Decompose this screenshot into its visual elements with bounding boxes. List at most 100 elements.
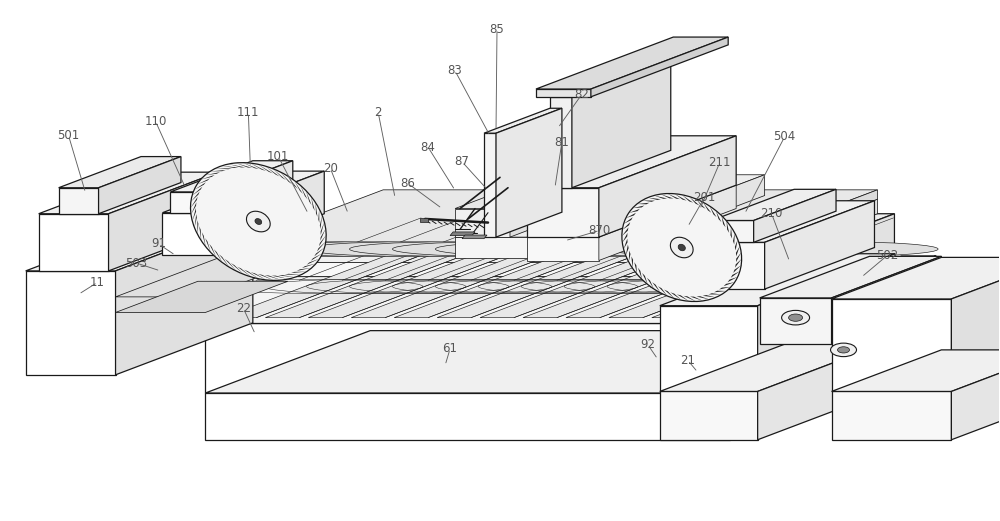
Ellipse shape — [693, 242, 895, 256]
Polygon shape — [272, 276, 288, 279]
Polygon shape — [760, 298, 832, 344]
Text: 502: 502 — [876, 249, 899, 262]
Text: 82: 82 — [574, 88, 589, 101]
Polygon shape — [712, 189, 836, 220]
Polygon shape — [194, 214, 197, 228]
Polygon shape — [455, 237, 600, 258]
Ellipse shape — [831, 343, 857, 357]
Polygon shape — [713, 190, 877, 262]
Polygon shape — [39, 214, 109, 271]
Polygon shape — [273, 169, 286, 180]
Polygon shape — [660, 340, 895, 391]
Polygon shape — [315, 203, 317, 217]
Polygon shape — [205, 323, 730, 393]
Ellipse shape — [670, 237, 693, 258]
Polygon shape — [696, 296, 710, 300]
Polygon shape — [162, 171, 324, 213]
Polygon shape — [202, 232, 206, 246]
Polygon shape — [599, 185, 736, 260]
Polygon shape — [205, 331, 894, 393]
Text: 91: 91 — [151, 238, 166, 251]
Polygon shape — [622, 222, 630, 230]
Polygon shape — [199, 226, 201, 241]
Polygon shape — [320, 229, 326, 241]
Polygon shape — [162, 213, 214, 255]
Text: 11: 11 — [90, 276, 105, 289]
Polygon shape — [721, 216, 726, 227]
Polygon shape — [294, 180, 303, 194]
Ellipse shape — [246, 211, 270, 232]
Polygon shape — [599, 136, 736, 237]
Text: 85: 85 — [490, 23, 504, 36]
Polygon shape — [637, 203, 649, 204]
Polygon shape — [695, 255, 893, 318]
Polygon shape — [727, 221, 729, 233]
Polygon shape — [437, 255, 636, 318]
Polygon shape — [321, 222, 324, 235]
Polygon shape — [677, 294, 689, 301]
Polygon shape — [231, 263, 244, 275]
Ellipse shape — [191, 163, 326, 280]
Polygon shape — [311, 253, 323, 261]
Ellipse shape — [350, 242, 552, 256]
Polygon shape — [265, 275, 281, 280]
Polygon shape — [648, 197, 661, 200]
Polygon shape — [550, 97, 572, 188]
Polygon shape — [730, 227, 732, 239]
Polygon shape — [600, 175, 765, 258]
Polygon shape — [652, 255, 851, 318]
Polygon shape — [209, 244, 216, 258]
Text: 110: 110 — [144, 115, 167, 128]
Polygon shape — [99, 157, 181, 214]
Text: 20: 20 — [323, 162, 338, 175]
Polygon shape — [660, 254, 895, 306]
Polygon shape — [736, 246, 740, 256]
Polygon shape — [244, 270, 259, 279]
Polygon shape — [297, 268, 312, 271]
Ellipse shape — [650, 242, 852, 256]
Polygon shape — [214, 249, 223, 263]
Polygon shape — [192, 208, 196, 221]
Text: 111: 111 — [237, 106, 260, 119]
Polygon shape — [205, 393, 730, 440]
Polygon shape — [703, 202, 711, 213]
Polygon shape — [192, 187, 202, 195]
Ellipse shape — [264, 242, 466, 256]
Polygon shape — [629, 209, 640, 213]
Text: 501: 501 — [57, 129, 80, 142]
Polygon shape — [832, 256, 941, 344]
Text: 21: 21 — [680, 354, 695, 367]
Polygon shape — [527, 188, 599, 237]
Polygon shape — [667, 193, 680, 199]
Text: 201: 201 — [694, 191, 716, 204]
Text: 86: 86 — [401, 177, 416, 190]
Polygon shape — [703, 295, 716, 297]
Polygon shape — [642, 273, 648, 284]
Polygon shape — [265, 166, 280, 177]
Polygon shape — [109, 172, 218, 271]
Polygon shape — [728, 277, 738, 282]
Ellipse shape — [564, 242, 766, 256]
Polygon shape — [218, 252, 713, 262]
Ellipse shape — [789, 314, 803, 321]
Polygon shape — [300, 185, 308, 200]
Polygon shape — [664, 290, 675, 299]
Text: 101: 101 — [267, 150, 289, 163]
Text: 61: 61 — [443, 342, 458, 355]
Polygon shape — [280, 172, 292, 184]
Polygon shape — [197, 220, 198, 234]
Polygon shape — [243, 163, 259, 169]
Polygon shape — [832, 391, 951, 440]
Polygon shape — [455, 175, 765, 237]
Polygon shape — [758, 340, 895, 440]
Polygon shape — [116, 219, 253, 375]
Polygon shape — [201, 175, 215, 180]
Ellipse shape — [521, 242, 723, 256]
Polygon shape — [26, 271, 116, 375]
Polygon shape — [709, 293, 721, 294]
Polygon shape — [527, 185, 736, 237]
Polygon shape — [205, 214, 894, 276]
Polygon shape — [572, 59, 671, 188]
Text: 210: 210 — [760, 207, 783, 220]
Polygon shape — [496, 108, 562, 237]
